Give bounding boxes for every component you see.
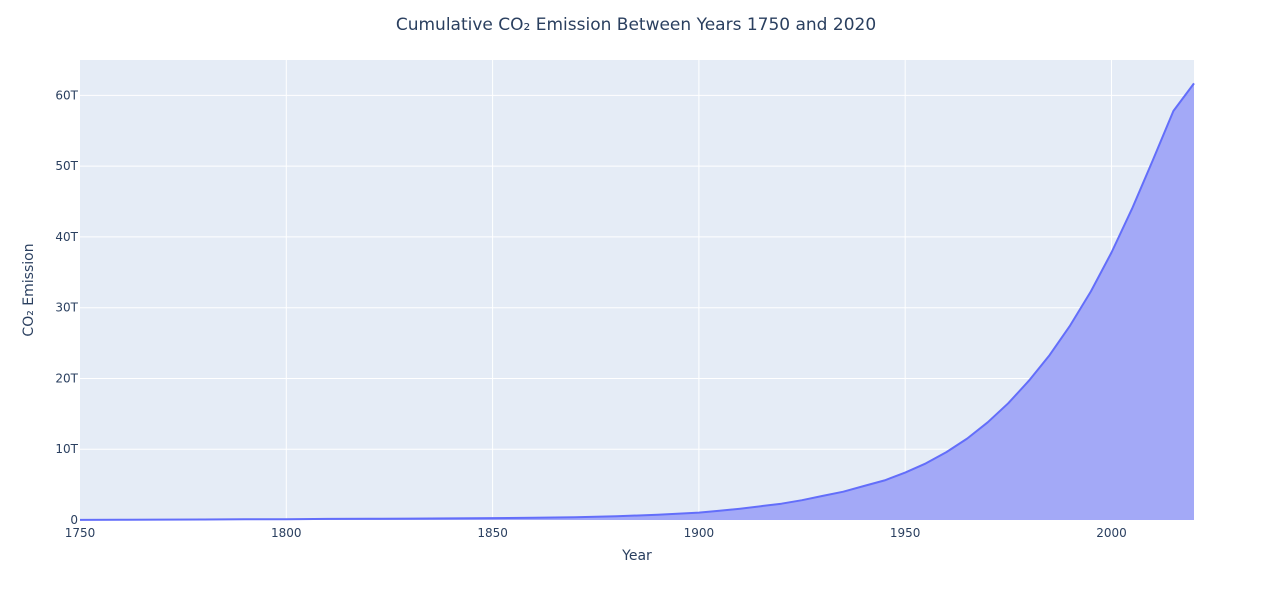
x-tick-label: 1750 bbox=[65, 526, 96, 540]
area-layer bbox=[79, 82, 1195, 521]
y-tick-label: 40T bbox=[55, 230, 78, 244]
area-fill bbox=[80, 83, 1194, 521]
x-axis-ticks: 1750 1800 1850 1900 1950 2000 bbox=[65, 526, 1127, 540]
x-tick-label: 1950 bbox=[890, 526, 921, 540]
x-tick-label: 1850 bbox=[477, 526, 508, 540]
y-tick-label: 0 bbox=[70, 513, 78, 527]
x-tick-label: 2000 bbox=[1096, 526, 1127, 540]
y-tick-label: 10T bbox=[55, 442, 78, 456]
y-tick-label: 30T bbox=[55, 301, 78, 315]
y-tick-label: 60T bbox=[55, 88, 78, 102]
chart-title: Cumulative CO₂ Emission Between Years 17… bbox=[396, 15, 876, 35]
y-axis-label: CO₂ Emission bbox=[21, 243, 37, 336]
y-tick-label: 20T bbox=[55, 371, 78, 385]
y-axis-ticks: 0 10T 20T 30T 40T 50T 60T bbox=[55, 88, 78, 527]
series-line bbox=[79, 82, 1195, 521]
x-axis-label: Year bbox=[621, 548, 652, 564]
y-tick-label: 50T bbox=[55, 159, 78, 173]
x-tick-label: 1800 bbox=[271, 526, 302, 540]
grid-layer bbox=[80, 60, 1194, 520]
x-tick-label: 1900 bbox=[684, 526, 715, 540]
